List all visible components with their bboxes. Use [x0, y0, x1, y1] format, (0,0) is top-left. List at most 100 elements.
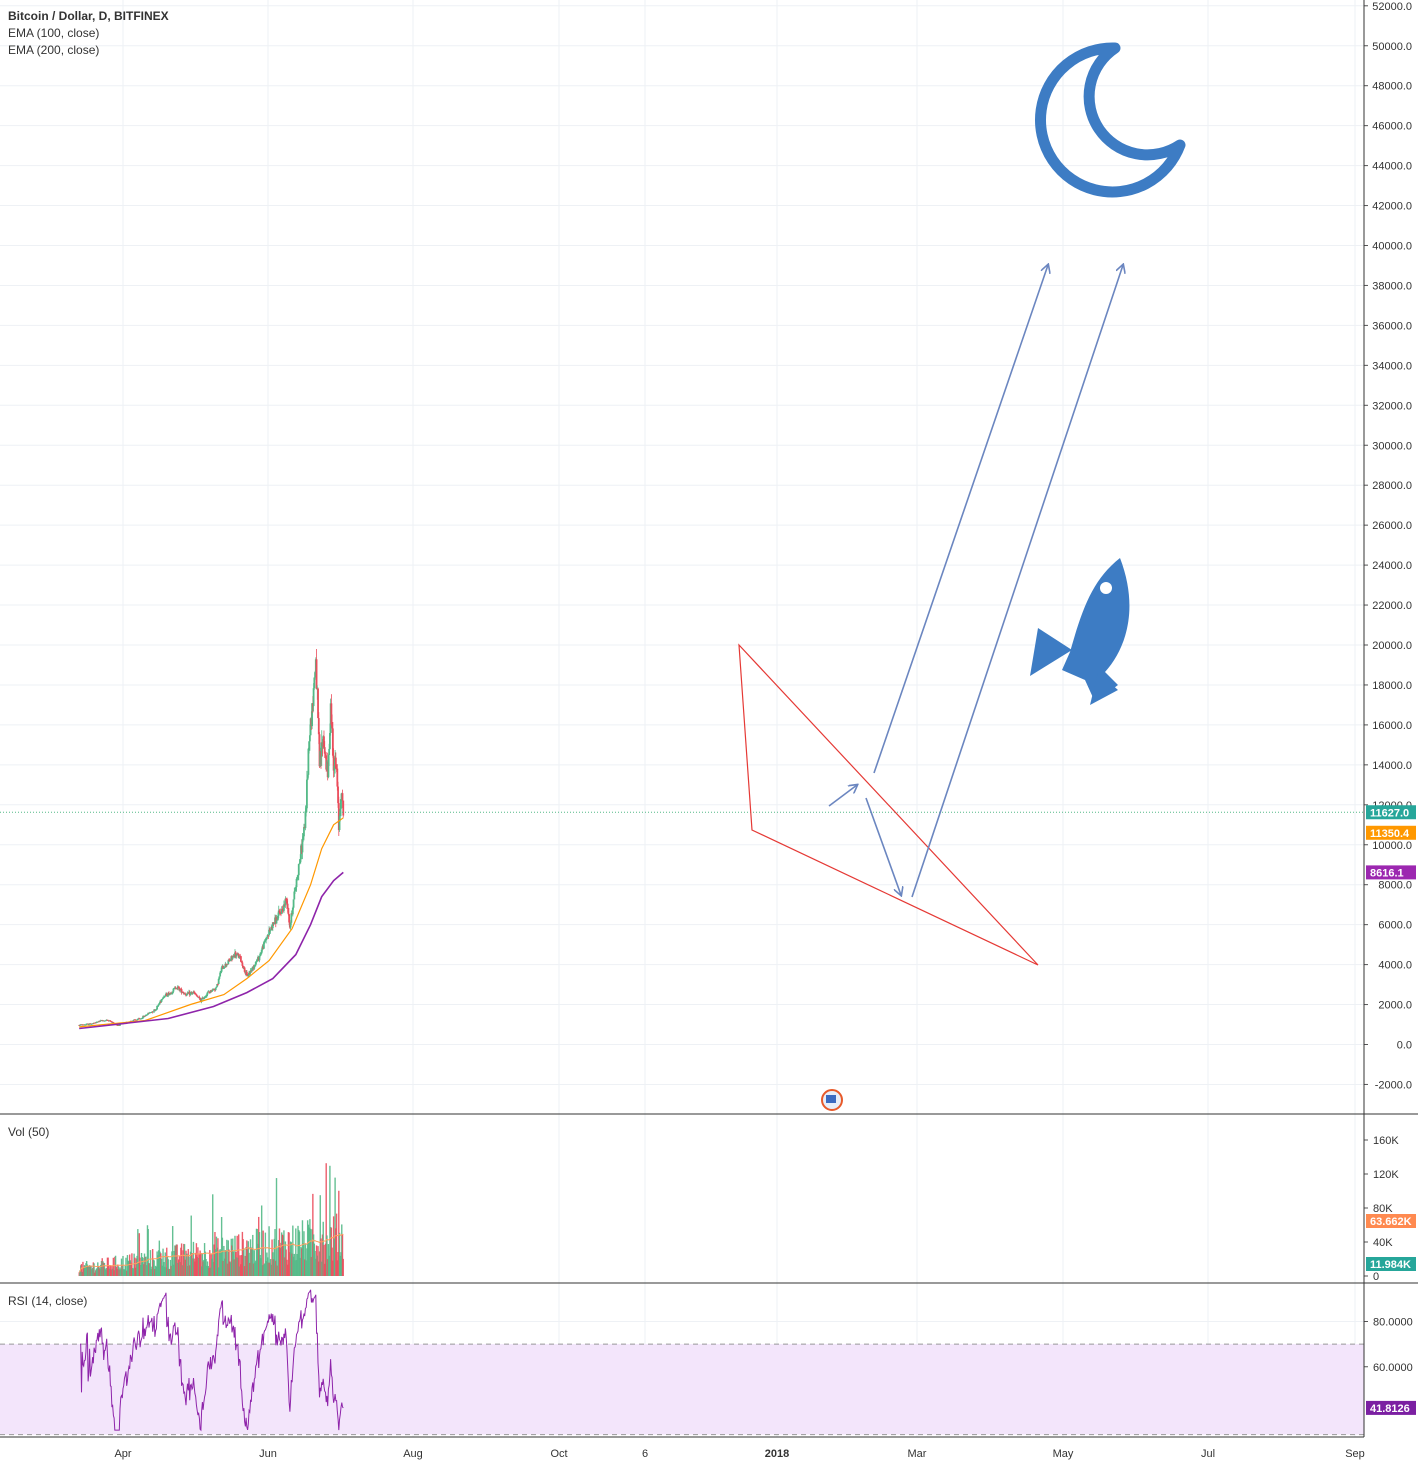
candle-body — [304, 811, 307, 829]
volume-bar — [264, 1232, 267, 1276]
candle-body — [240, 961, 243, 963]
candle-body — [294, 890, 296, 892]
date-label: May — [1053, 1448, 1074, 1460]
rocket-body — [1062, 558, 1130, 702]
volume-bar — [258, 1232, 261, 1276]
volume-bar — [220, 1217, 223, 1276]
projection-arrow — [873, 265, 1048, 774]
volume-bar — [128, 1254, 131, 1276]
candle-body — [288, 914, 291, 923]
volume-legend: Vol (50) — [8, 1124, 49, 1141]
volume-bar — [295, 1228, 297, 1276]
volume-bar — [303, 1231, 305, 1276]
volume-bar — [104, 1268, 106, 1276]
volume-bar — [312, 1193, 314, 1276]
volume-bar — [194, 1252, 197, 1276]
volume-bar — [169, 1259, 172, 1276]
rsi-tick-label: 60.0000 — [1373, 1362, 1413, 1374]
volume-bar — [154, 1268, 156, 1276]
volume-bar — [204, 1251, 207, 1276]
candle-body — [251, 967, 253, 972]
candle-body — [217, 984, 219, 985]
price-tick-label: 6000.0 — [1378, 920, 1412, 932]
candle-body — [191, 993, 194, 994]
volume-tick-label: 120K — [1373, 1169, 1399, 1181]
volume-bar — [120, 1269, 122, 1276]
volume-bar — [158, 1240, 161, 1276]
volume-bar — [114, 1255, 117, 1276]
volume-label[interactable]: Vol (50) — [8, 1125, 50, 1139]
volume-bar — [280, 1242, 282, 1276]
candle-body — [260, 953, 262, 955]
candle-body — [284, 898, 287, 906]
rsi-label[interactable]: RSI (14, close) — [8, 1294, 88, 1308]
volume-bar — [315, 1245, 318, 1276]
volume-bar — [84, 1265, 86, 1276]
volume-bar — [148, 1263, 150, 1276]
volume-bar — [128, 1261, 130, 1276]
candle-body — [297, 875, 299, 877]
candle-body — [226, 964, 229, 965]
volume-bar — [131, 1253, 133, 1276]
volume-bar — [292, 1225, 294, 1276]
volume-bar — [189, 1251, 192, 1276]
ema100-label[interactable]: EMA (100, close) — [8, 26, 100, 40]
candle-body — [197, 996, 199, 998]
volume-bar — [327, 1244, 330, 1276]
volume-bar — [244, 1255, 247, 1276]
volume-bar — [91, 1269, 93, 1276]
volume-bar — [199, 1250, 201, 1276]
volume-bar — [266, 1252, 268, 1276]
candle-body — [317, 718, 320, 735]
volume-bar — [192, 1241, 195, 1276]
volume-tick-label: 40K — [1373, 1237, 1393, 1249]
volume-bar — [263, 1263, 266, 1276]
volume-bar — [180, 1247, 182, 1276]
candle-body — [150, 1012, 153, 1014]
volume-bar — [82, 1267, 85, 1276]
volume-bar — [106, 1257, 109, 1276]
candle-body — [265, 937, 268, 940]
volume-bar — [123, 1269, 126, 1276]
date-label: Jul — [1201, 1448, 1215, 1460]
volume-bar — [160, 1253, 162, 1276]
candle-body — [320, 742, 323, 757]
candle-body — [154, 1009, 157, 1011]
volume-bar — [140, 1252, 143, 1276]
volume-bar — [88, 1265, 90, 1276]
candle-body — [331, 728, 334, 756]
candle-body — [318, 734, 321, 767]
symbol-title[interactable]: Bitcoin / Dollar, D, BITFINEX — [8, 9, 169, 23]
candle-body — [162, 997, 164, 999]
candle-body — [227, 960, 230, 965]
volume-bar — [310, 1256, 313, 1276]
volume-bar — [98, 1267, 100, 1276]
ema200-label[interactable]: EMA (200, close) — [8, 43, 100, 57]
candle-body — [245, 971, 248, 976]
volume-bar — [253, 1250, 255, 1276]
volume-bar — [150, 1269, 152, 1276]
candle-body — [155, 1009, 158, 1011]
candle-body — [146, 1014, 149, 1016]
volume-bar — [167, 1259, 169, 1276]
volume-bar — [272, 1259, 275, 1276]
candle-body — [208, 991, 210, 993]
volume-bar — [196, 1256, 198, 1276]
price-tag-bg — [1366, 1214, 1416, 1228]
volume-bar — [169, 1269, 171, 1276]
volume-bar — [335, 1213, 338, 1276]
volume-bar — [254, 1262, 256, 1276]
volume-bar — [219, 1249, 221, 1276]
volume-bar — [139, 1257, 141, 1276]
volume-bar — [315, 1258, 317, 1276]
volume-bar — [163, 1266, 166, 1276]
volume-bar — [333, 1238, 336, 1276]
volume-bar — [286, 1259, 288, 1276]
volume-bar — [270, 1264, 273, 1276]
volume-bar — [170, 1265, 172, 1276]
volume-tick-label: 80K — [1373, 1203, 1393, 1215]
volume-bar — [329, 1226, 332, 1276]
volume-bar — [308, 1227, 310, 1276]
volume-bar — [99, 1268, 101, 1276]
